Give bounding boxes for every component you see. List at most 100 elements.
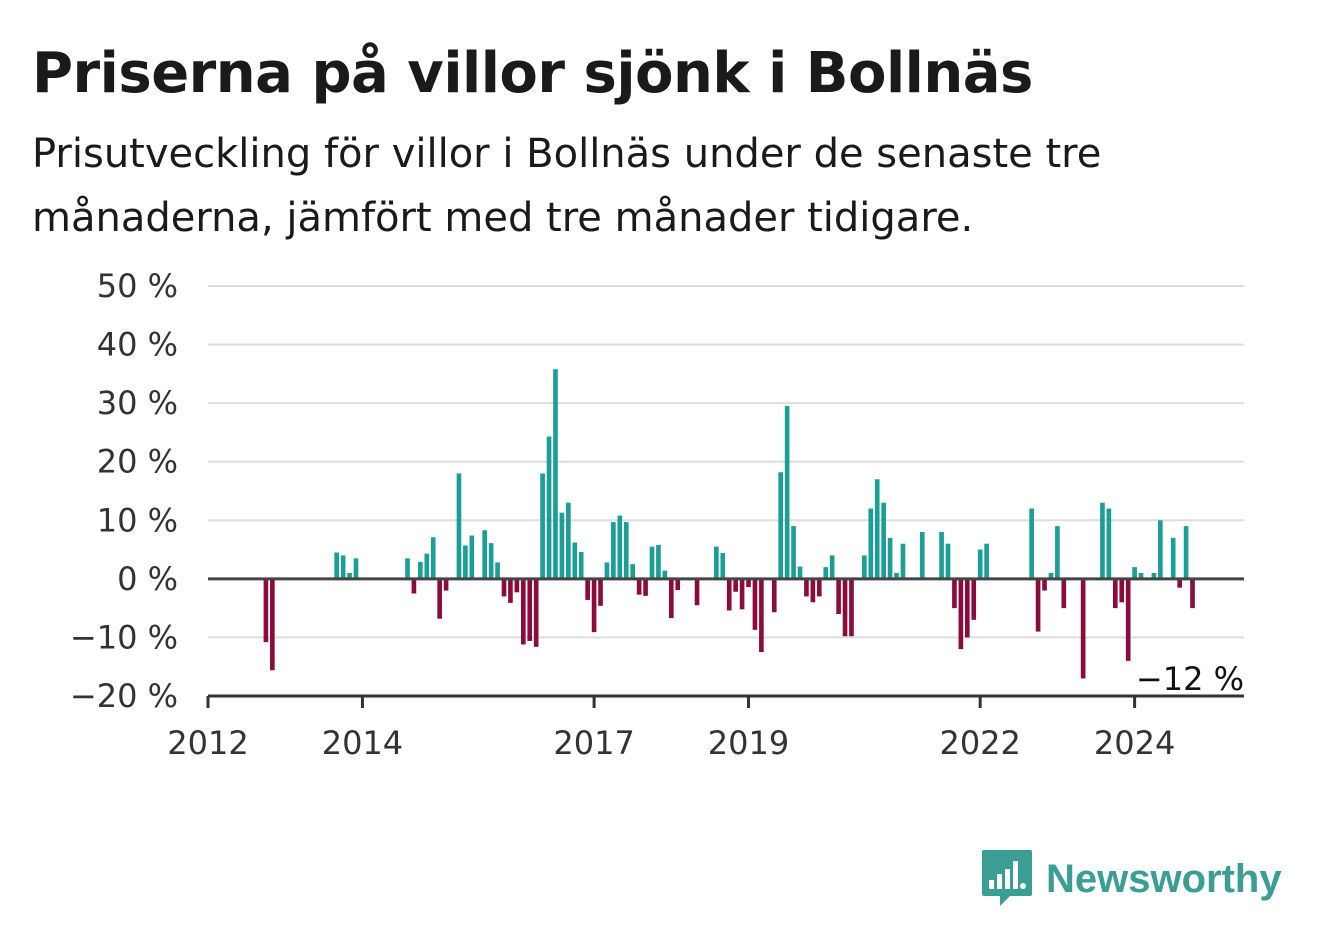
bar xyxy=(1112,578,1118,609)
bar xyxy=(726,578,732,611)
bar xyxy=(1183,526,1189,579)
bar xyxy=(849,578,854,637)
y-tick-label: 40 % xyxy=(97,326,178,364)
bar xyxy=(1048,573,1054,579)
bar xyxy=(836,578,841,614)
newsworthy-logo: Newsworthy xyxy=(980,848,1282,910)
x-tick-label: 2019 xyxy=(708,724,789,762)
bar xyxy=(540,473,545,579)
y-tick-label: 10 % xyxy=(97,501,178,539)
bar xyxy=(1170,537,1176,579)
bar xyxy=(746,578,751,588)
bar xyxy=(572,542,578,579)
tick-labels: 50 % 40 % 30 % 20 % 10 % 0 % −10 % −20 % 2012 201… xyxy=(70,267,1247,762)
bar xyxy=(456,473,462,579)
bar xyxy=(527,578,533,641)
bar xyxy=(643,578,648,596)
x-tick-label: 2022 xyxy=(939,724,1020,762)
bar xyxy=(739,578,745,610)
bar xyxy=(578,551,584,579)
bar xyxy=(733,578,738,592)
bar xyxy=(520,578,526,645)
chart-title: Priserna på villor sjönk i Bollnäs xyxy=(32,41,1033,106)
brand-name: Newsworthy xyxy=(1046,856,1282,901)
bar xyxy=(874,479,880,579)
bar xyxy=(714,546,719,579)
x-tick-label: 2024 xyxy=(1094,724,1175,762)
bar xyxy=(656,544,661,579)
bar xyxy=(623,522,629,579)
bar xyxy=(508,578,513,603)
end-value-label: −12 % xyxy=(1136,660,1244,698)
bar xyxy=(939,532,944,579)
bar xyxy=(945,543,951,579)
bar xyxy=(347,573,352,579)
bar xyxy=(759,578,764,653)
bar xyxy=(952,578,957,609)
bar xyxy=(437,578,442,619)
bar xyxy=(1132,567,1137,579)
bar xyxy=(842,578,848,637)
bar xyxy=(353,558,359,579)
bar xyxy=(958,578,964,650)
y-tick-label: −10 % xyxy=(70,618,178,656)
bar xyxy=(919,532,925,579)
bar xyxy=(1158,520,1163,579)
bar xyxy=(585,578,590,600)
bar xyxy=(1042,578,1047,591)
bar xyxy=(514,578,520,593)
bar xyxy=(405,558,410,579)
bar xyxy=(720,553,726,579)
bar xyxy=(881,502,886,579)
bars xyxy=(263,369,1195,679)
bar xyxy=(533,578,539,647)
bar xyxy=(675,578,681,590)
bar xyxy=(488,543,494,579)
bar xyxy=(1106,508,1112,579)
bar xyxy=(566,502,571,579)
bar xyxy=(411,578,417,594)
bar xyxy=(784,406,790,579)
bar xyxy=(649,546,655,579)
gridlines xyxy=(208,285,1244,639)
bar xyxy=(334,552,340,579)
bar xyxy=(1190,578,1195,609)
bar xyxy=(424,553,430,579)
bar xyxy=(611,522,616,579)
bar xyxy=(977,549,983,579)
x-tick-label: 2017 xyxy=(553,724,634,762)
bar xyxy=(1029,508,1034,579)
bar xyxy=(495,562,500,579)
bar xyxy=(591,578,597,633)
bar xyxy=(810,578,816,603)
bar xyxy=(894,573,899,579)
bar xyxy=(1061,578,1067,609)
bar xyxy=(964,578,970,638)
bar xyxy=(617,515,623,579)
y-tick-label: 30 % xyxy=(97,384,178,422)
axes xyxy=(206,577,1244,708)
bar xyxy=(662,570,668,579)
bar xyxy=(559,512,565,579)
y-tick-label: −20 % xyxy=(70,677,178,715)
bar xyxy=(887,537,893,579)
bar xyxy=(418,561,423,579)
bar xyxy=(1177,578,1182,588)
bar xyxy=(694,578,700,606)
bar xyxy=(430,537,436,579)
bar xyxy=(797,566,803,579)
x-tick-label: 2012 xyxy=(167,724,248,762)
bar xyxy=(604,562,610,579)
bar xyxy=(630,564,636,579)
bar xyxy=(829,555,835,579)
bar xyxy=(771,578,777,613)
bar xyxy=(553,369,558,579)
bar xyxy=(463,545,468,579)
bar xyxy=(1035,578,1041,632)
bar xyxy=(636,578,642,595)
bar xyxy=(546,436,552,579)
bar xyxy=(984,543,989,579)
bar xyxy=(862,555,867,579)
chart-subtitle: Prisutveckling för villor i Bollnäs unde… xyxy=(32,131,1102,241)
